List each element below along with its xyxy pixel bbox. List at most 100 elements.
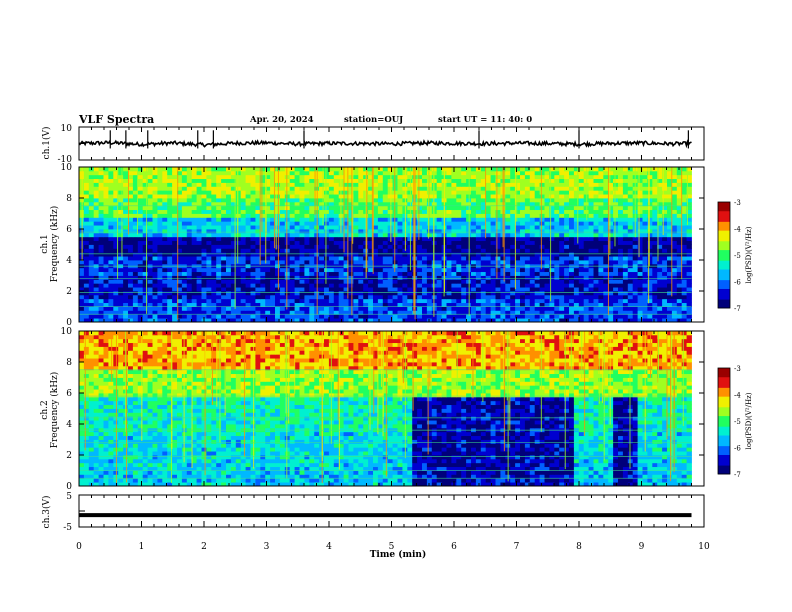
spec-cell — [240, 217, 246, 222]
spec-cell — [221, 186, 227, 191]
spec-cell — [529, 318, 536, 323]
spec-cell — [515, 302, 521, 307]
spec-cell — [230, 182, 237, 187]
spec-cell — [613, 271, 619, 276]
spec-cell — [377, 221, 384, 226]
spec-cell — [103, 314, 109, 319]
spec-cell — [196, 271, 202, 276]
spec-cell — [304, 209, 310, 214]
spec-cell — [471, 209, 477, 214]
spec-cell — [294, 256, 300, 261]
spec-cell — [534, 244, 540, 249]
spec-cell — [216, 198, 222, 203]
spec-cell — [128, 194, 134, 199]
spec-cell — [319, 287, 325, 292]
spec-cell — [382, 213, 389, 218]
spec-cell — [201, 256, 207, 261]
spec-cell — [373, 205, 379, 211]
spec-cell — [505, 252, 511, 257]
spec-cell — [250, 291, 256, 296]
spec-cell — [436, 271, 442, 276]
spec-cell — [206, 174, 212, 180]
spec-cell — [569, 252, 575, 257]
spec-cell — [387, 310, 393, 315]
spec-cell — [299, 240, 305, 245]
spec-cell — [613, 205, 619, 211]
spec-cell — [397, 267, 403, 273]
spec-cell — [157, 190, 163, 195]
spec-cell — [539, 275, 545, 280]
spec-cell — [520, 229, 526, 234]
spec-cell — [549, 267, 555, 273]
spec-cell — [196, 287, 202, 292]
spec-cell — [627, 190, 634, 195]
spec-cell — [128, 182, 134, 187]
spec-cell — [603, 217, 609, 222]
spec-cell — [451, 302, 457, 307]
spec-cell — [618, 217, 624, 222]
spec-cell — [417, 291, 423, 296]
spec-cell — [309, 314, 315, 319]
spec-cell — [162, 271, 168, 276]
spec-cell — [319, 256, 325, 261]
spec-cell — [622, 217, 629, 222]
spec-cell — [132, 209, 139, 214]
spec-cell — [216, 310, 222, 315]
spec-cell — [622, 252, 629, 257]
spec-cell — [147, 190, 153, 195]
spec-cell — [363, 294, 369, 300]
spec-cell — [235, 252, 242, 257]
spec-cell — [490, 314, 496, 319]
spec-cell — [495, 213, 501, 218]
spec-cell — [603, 209, 609, 214]
spec-cell — [226, 252, 232, 257]
spec-cell — [613, 260, 619, 265]
spec-cell — [373, 302, 379, 307]
spec-cell — [142, 232, 148, 238]
spec-cell — [132, 298, 139, 304]
spec-cell — [226, 291, 232, 296]
spec-cell — [480, 260, 487, 265]
spec-cell — [98, 256, 104, 261]
spec-cell — [309, 310, 315, 315]
spec-cell — [407, 291, 413, 296]
spec-cell — [622, 306, 629, 311]
spec-cell — [431, 205, 438, 211]
spec-cell — [642, 279, 648, 284]
spec-cell — [505, 244, 511, 249]
spec-cell — [348, 294, 354, 300]
spec-cell — [490, 248, 496, 253]
spec-cell — [657, 302, 663, 307]
spec-cell — [230, 229, 237, 234]
spec-cell — [363, 306, 369, 311]
spec-cell — [343, 310, 349, 315]
spec-cell — [191, 298, 197, 304]
spec-cell — [201, 248, 207, 253]
spec-cell — [324, 213, 330, 218]
spec-cell — [123, 232, 129, 238]
spec-cell — [608, 310, 614, 315]
spec-cell — [113, 236, 119, 242]
spec-cell — [451, 170, 457, 176]
spec-cell — [446, 225, 452, 230]
spec-cell — [402, 314, 408, 319]
spec-cell — [333, 256, 340, 261]
spec-cell — [152, 236, 158, 242]
spec-cell — [103, 225, 109, 230]
spec-cell — [172, 170, 178, 176]
spec-cell — [162, 225, 168, 230]
spec-cell — [637, 194, 643, 199]
spec-cell — [627, 298, 634, 304]
spec-cell — [382, 256, 389, 261]
spec-cell — [686, 271, 692, 276]
spec-cell — [221, 314, 227, 319]
spec-cell — [103, 256, 109, 261]
spec-cell — [627, 244, 634, 249]
spec-cell — [132, 314, 139, 319]
spec-cell — [544, 310, 550, 315]
spec-cell — [613, 170, 619, 176]
spec-cell — [304, 182, 310, 187]
spec-cell — [132, 174, 139, 180]
spec-cell — [382, 232, 389, 238]
spec-cell — [681, 256, 687, 261]
